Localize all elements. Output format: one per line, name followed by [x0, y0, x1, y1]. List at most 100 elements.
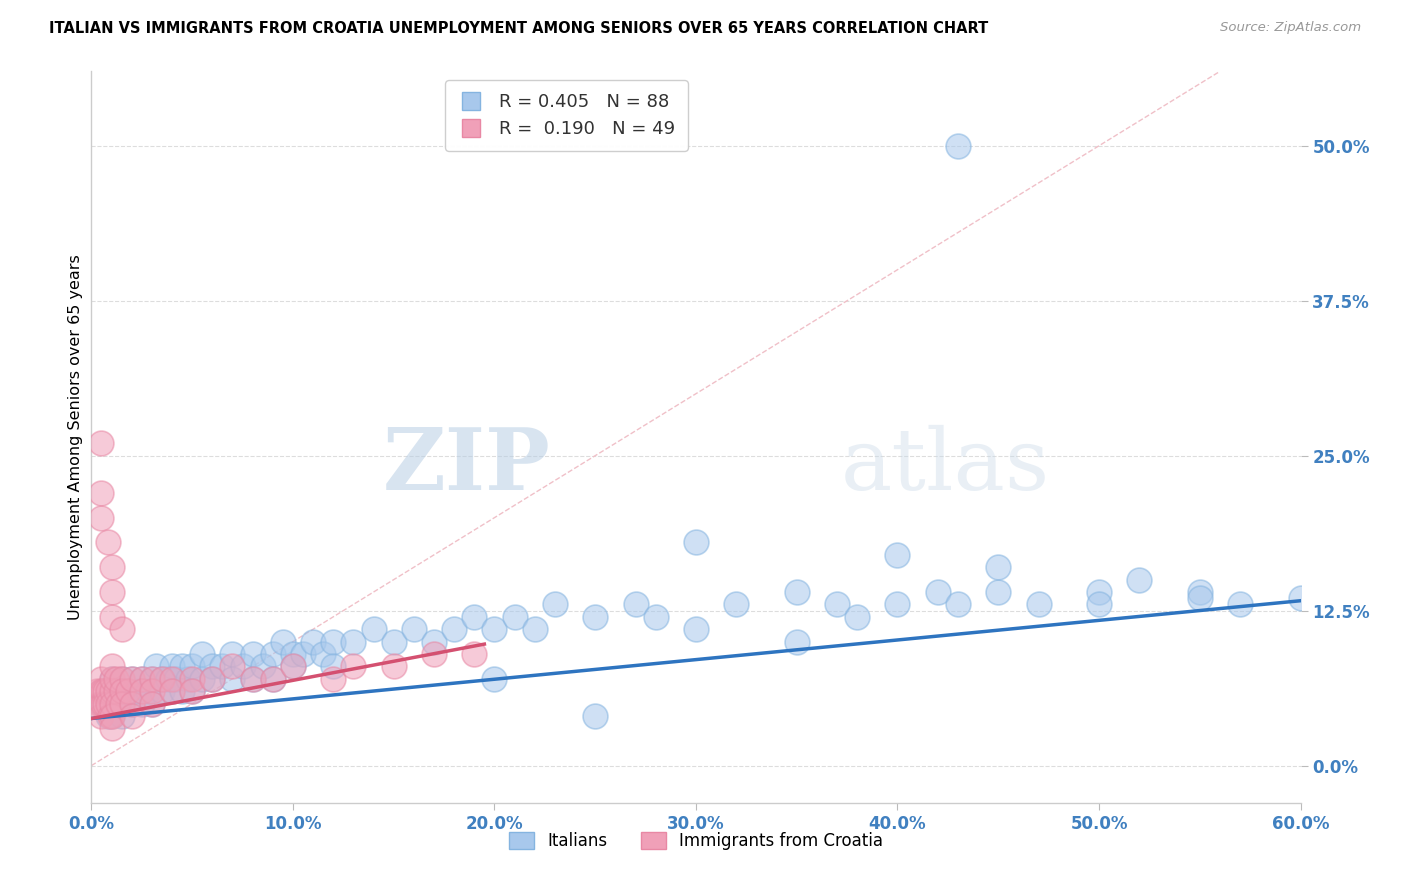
Point — [583, 610, 606, 624]
Point — [685, 535, 707, 549]
Point — [262, 647, 284, 661]
Point — [946, 598, 969, 612]
Point — [886, 548, 908, 562]
Point — [211, 659, 233, 673]
Point — [342, 634, 364, 648]
Point — [100, 709, 122, 723]
Point — [131, 684, 153, 698]
Point — [262, 672, 284, 686]
Point — [117, 684, 139, 698]
Point — [111, 697, 132, 711]
Text: atlas: atlas — [841, 425, 1050, 508]
Point — [363, 622, 385, 636]
Point — [262, 672, 284, 686]
Point — [121, 697, 143, 711]
Point — [90, 436, 112, 450]
Point — [100, 672, 122, 686]
Point — [121, 709, 143, 723]
Point — [107, 697, 129, 711]
Point — [1088, 585, 1111, 599]
Point — [121, 672, 143, 686]
Point — [523, 622, 546, 636]
Point — [322, 634, 344, 648]
Point — [86, 684, 108, 698]
Point — [786, 585, 808, 599]
Point — [100, 709, 122, 723]
Point — [281, 659, 304, 673]
Point — [94, 697, 117, 711]
Point — [150, 672, 173, 686]
Y-axis label: Unemployment Among Seniors over 65 years: Unemployment Among Seniors over 65 years — [67, 254, 83, 620]
Point — [117, 684, 139, 698]
Point — [172, 684, 194, 698]
Point — [685, 622, 707, 636]
Point — [150, 684, 173, 698]
Point — [725, 598, 748, 612]
Point — [382, 634, 405, 648]
Text: ZIP: ZIP — [382, 425, 551, 508]
Point — [181, 672, 204, 686]
Point — [90, 510, 112, 524]
Point — [131, 697, 153, 711]
Point — [96, 535, 118, 549]
Point — [160, 659, 183, 673]
Point — [252, 659, 274, 673]
Point — [342, 659, 364, 673]
Point — [786, 634, 808, 648]
Point — [463, 610, 485, 624]
Point — [100, 659, 122, 673]
Point — [100, 560, 122, 574]
Point — [292, 647, 315, 661]
Point — [141, 672, 163, 686]
Point — [181, 684, 204, 698]
Point — [90, 672, 112, 686]
Point — [221, 647, 243, 661]
Point — [121, 697, 143, 711]
Point — [624, 598, 647, 612]
Point — [191, 672, 214, 686]
Point — [131, 672, 153, 686]
Point — [90, 684, 112, 698]
Point — [150, 672, 173, 686]
Point — [1188, 585, 1211, 599]
Point — [98, 709, 121, 723]
Point — [544, 598, 567, 612]
Point — [96, 697, 118, 711]
Point — [141, 684, 163, 698]
Point — [382, 659, 405, 673]
Point — [100, 697, 122, 711]
Point — [886, 598, 908, 612]
Point — [987, 560, 1010, 574]
Point — [463, 647, 485, 661]
Point — [111, 672, 132, 686]
Point — [312, 647, 335, 661]
Point — [987, 585, 1010, 599]
Point — [145, 659, 167, 673]
Point — [191, 647, 214, 661]
Point — [271, 634, 294, 648]
Point — [141, 672, 163, 686]
Point — [160, 684, 183, 698]
Point — [160, 672, 183, 686]
Point — [583, 709, 606, 723]
Point — [100, 610, 122, 624]
Point — [1229, 598, 1251, 612]
Point — [322, 672, 344, 686]
Point — [423, 634, 446, 648]
Point — [141, 697, 163, 711]
Point — [100, 697, 122, 711]
Point — [94, 684, 117, 698]
Point — [181, 684, 204, 698]
Point — [484, 622, 506, 636]
Point — [201, 672, 224, 686]
Legend: Italians, Immigrants from Croatia: Italians, Immigrants from Croatia — [502, 825, 890, 856]
Point — [89, 697, 111, 711]
Point — [111, 709, 132, 723]
Point — [181, 659, 204, 673]
Point — [136, 684, 159, 698]
Point — [201, 672, 224, 686]
Point — [503, 610, 526, 624]
Point — [93, 697, 115, 711]
Point — [90, 697, 112, 711]
Point — [402, 622, 425, 636]
